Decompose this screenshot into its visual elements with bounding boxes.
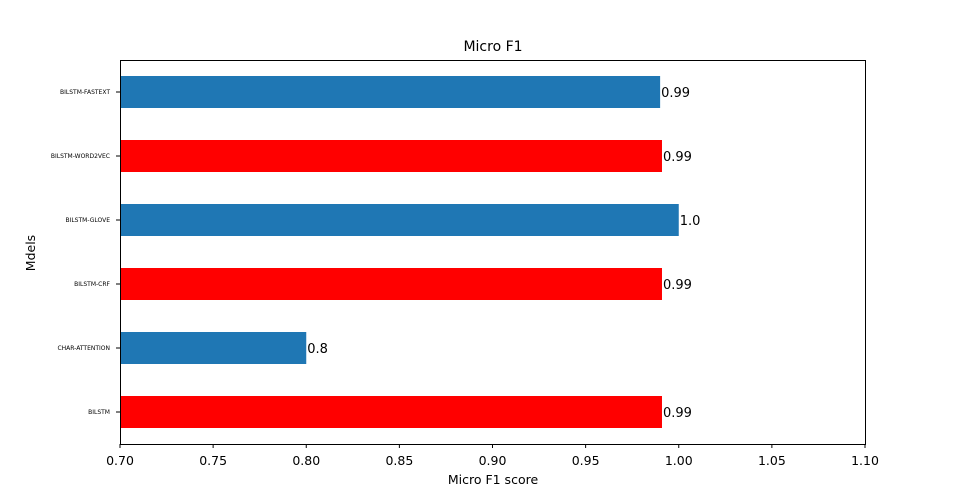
data-label: 0.99 (661, 86, 690, 101)
bar (120, 268, 662, 300)
bar (120, 76, 661, 108)
bar (120, 140, 662, 172)
y-axis-label: Mdels (23, 235, 38, 271)
y-tick-label: BILSTM-GLOVE (65, 217, 110, 224)
x-tick-label: 1.10 (851, 453, 879, 468)
x-axis-label: Micro F1 score (448, 472, 539, 487)
x-tick-label: 1.00 (665, 453, 693, 468)
data-label: 0.99 (663, 278, 692, 293)
x-tick-label: 0.70 (106, 453, 134, 468)
bars: 0.99 0.99 1.0 0.99 0.8 0.99 (120, 76, 700, 428)
x-tick-label: 0.90 (479, 453, 507, 468)
y-tick-label: BILSTM-WORD2VEC (51, 153, 110, 160)
bar (120, 332, 307, 364)
data-label: 0.99 (663, 150, 692, 165)
data-label: 0.8 (307, 342, 328, 357)
y-tick-label: BILSTM-CRF (74, 281, 110, 288)
x-tick-label: 0.80 (292, 453, 320, 468)
chart-title: Micro F1 (463, 39, 522, 55)
plot-frame (120, 60, 866, 445)
x-tick-label: 0.95 (572, 453, 600, 468)
x-axis-ticks: 0.70 0.75 0.80 0.85 0.90 0.95 1.00 1.05 1.10 (106, 444, 879, 468)
data-label: 1.0 (680, 214, 701, 229)
y-tick-label: BILSTM-FASTEXT (60, 89, 110, 96)
x-tick-label: 0.75 (199, 453, 227, 468)
y-tick-label: CHAR-ATTENTION (57, 345, 110, 352)
y-tick-label: BILSTM (88, 409, 110, 416)
bar (120, 204, 679, 236)
x-tick-label: 0.85 (385, 453, 413, 468)
data-label: 0.99 (663, 406, 692, 421)
x-tick-label: 1.05 (758, 453, 786, 468)
y-axis-ticks: BILSTM-FASTEXT BILSTM-WORD2VEC BILSTM-GLOV… (51, 89, 120, 416)
bar (120, 396, 662, 428)
